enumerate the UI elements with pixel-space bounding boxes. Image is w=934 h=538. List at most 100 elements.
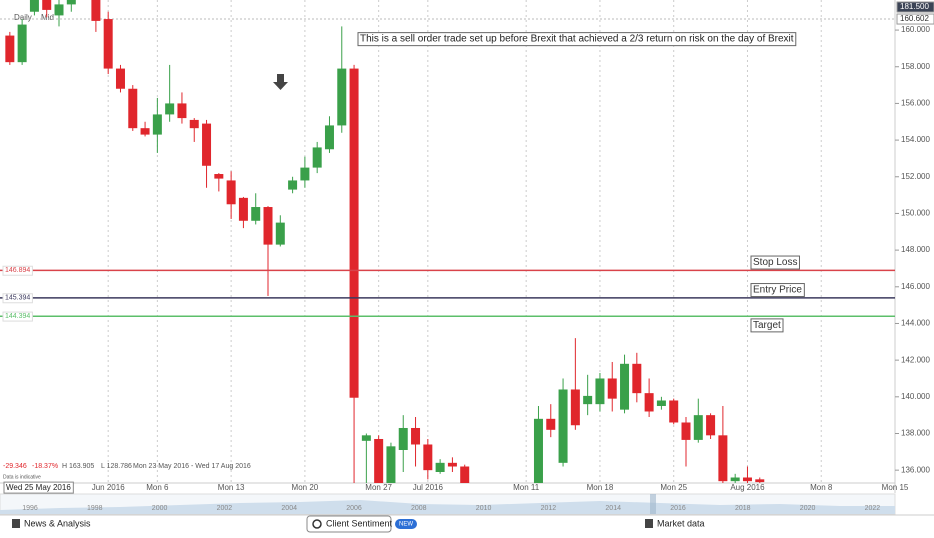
x-tick-label: Mon 13 — [218, 483, 245, 492]
x-tick-label: Mon 20 — [292, 483, 319, 492]
stat-low: L 128.786 — [101, 463, 132, 470]
x-tick-label: Mon 15 — [882, 483, 909, 492]
y-tick-label: 146.000 — [901, 282, 930, 291]
candle-body — [128, 88, 138, 129]
label-box — [750, 283, 805, 298]
cursor-date: Wed 25 May 2016 — [6, 483, 71, 492]
candle-body — [681, 422, 691, 440]
candle-body — [435, 462, 445, 472]
candle-body — [656, 400, 666, 406]
candle-body — [546, 418, 556, 430]
x-tick-label: Mon 11 — [513, 483, 540, 492]
disclaimer: Data is indicative — [3, 474, 41, 480]
candle-body — [165, 103, 175, 115]
navigator-year: 2008 — [411, 505, 427, 512]
candle-body — [337, 68, 347, 126]
candle-body — [263, 207, 273, 245]
interval: Daily — [14, 13, 32, 22]
candle-body — [558, 389, 568, 463]
level-label: Entry Price — [753, 285, 802, 296]
candle-body — [607, 378, 617, 399]
candle-body — [177, 103, 187, 119]
candle-body — [755, 479, 765, 483]
navigator-year: 2018 — [735, 505, 751, 512]
annotation: This is a sell order trade set up before… — [360, 34, 794, 45]
x-tick-label: Mon 18 — [587, 483, 614, 492]
candle-body — [706, 415, 716, 436]
y-tick-label: 136.000 — [901, 465, 930, 474]
x-tick-label: Mon 6 — [146, 483, 169, 492]
stat-change-pct: -18.37% — [32, 463, 58, 470]
price-marker-label: 181.500 — [900, 2, 929, 11]
level-label: Target — [753, 320, 781, 331]
navigator-year: 2006 — [346, 505, 362, 512]
price-type: Mid — [41, 13, 54, 22]
y-tick-label: 140.000 — [901, 392, 930, 401]
candle-body — [238, 197, 248, 221]
candle-body — [644, 393, 654, 412]
navigator-year: 2014 — [605, 505, 621, 512]
level-label: Stop Loss — [753, 257, 797, 268]
label-box — [2, 293, 33, 304]
label-box — [750, 318, 784, 333]
stat-high: H 163.905 — [62, 463, 94, 470]
y-tick-label: 142.000 — [901, 355, 930, 364]
candle-body — [275, 222, 285, 245]
candle-body — [226, 180, 236, 205]
level-value: 144.394 — [5, 313, 30, 320]
stat-range: Mon 23 May 2016 - Wed 17 Aug 2016 — [133, 463, 251, 470]
candle-body — [386, 446, 396, 483]
candle-body — [595, 378, 605, 405]
stat-change: -29.346 — [3, 463, 27, 470]
candle-body — [570, 389, 580, 426]
candle-body — [103, 19, 113, 69]
navigator-year: 2020 — [800, 505, 816, 512]
market-link[interactable]: Market data — [657, 518, 705, 528]
y-tick-label: 138.000 — [901, 429, 930, 438]
y-tick-label: 156.000 — [901, 99, 930, 108]
candle-body — [730, 477, 740, 482]
candle-body — [693, 415, 703, 440]
navigator — [0, 493, 896, 515]
navigator-year: 2012 — [541, 505, 557, 512]
y-tick-label: 150.000 — [901, 209, 930, 218]
y-tick-label: 154.000 — [901, 135, 930, 144]
candle-body — [42, 0, 52, 10]
arrow-icon — [273, 74, 288, 90]
label-box — [2, 311, 33, 322]
candle-body — [411, 427, 421, 445]
x-tick-label: Jul 2016 — [413, 483, 444, 492]
candle-body — [140, 128, 150, 135]
candle-body — [5, 35, 15, 63]
price-marker — [896, 1, 934, 13]
x-tick-label: Mon 25 — [660, 483, 687, 492]
label-box — [750, 255, 800, 270]
candle-body — [718, 435, 728, 482]
new-badge: NEW — [399, 522, 413, 528]
candle-body — [54, 4, 64, 16]
sentiment-link[interactable]: Client Sentiment — [326, 518, 393, 528]
navigator-year: 2004 — [281, 505, 297, 512]
candle-body — [460, 466, 470, 483]
level-value: 145.394 — [5, 295, 30, 302]
x-tick-label: Mon 8 — [810, 483, 833, 492]
candle-body — [202, 123, 212, 166]
navigator-year: 1996 — [22, 505, 38, 512]
candle-body — [398, 427, 408, 450]
price-marker — [896, 13, 934, 25]
candle-body — [312, 147, 322, 168]
y-tick-label: 160.000 — [901, 25, 930, 34]
candle-body — [29, 0, 39, 12]
x-tick-label: Jun 2016 — [92, 483, 125, 492]
y-tick-label: 152.000 — [901, 172, 930, 181]
label-box — [3, 481, 74, 494]
navigator-year: 2010 — [476, 505, 492, 512]
candle-body — [66, 0, 76, 5]
footer — [0, 514, 934, 533]
candle-body — [669, 400, 679, 423]
news-link[interactable]: News & Analysis — [24, 518, 91, 528]
navigator-year: 1998 — [87, 505, 103, 512]
candle-body — [423, 444, 433, 471]
y-tick-label: 148.000 — [901, 245, 930, 254]
